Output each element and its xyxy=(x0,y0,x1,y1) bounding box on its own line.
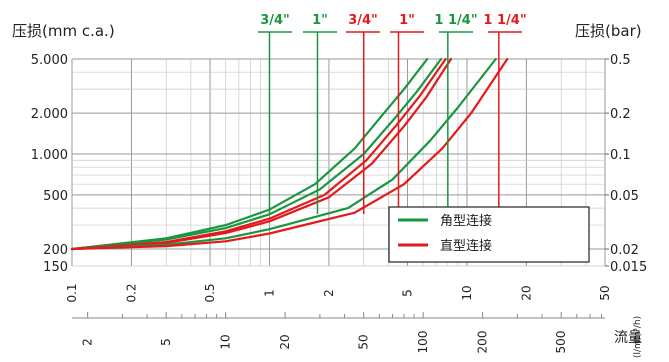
x-tick-label-m3h: 10 xyxy=(460,285,474,300)
y-tick-label-left: 200 xyxy=(43,243,68,258)
x-tick-label-lm: 20 xyxy=(278,334,292,349)
size-label: 1 1/4" xyxy=(434,13,477,28)
size-label: 3/4" xyxy=(260,13,290,28)
y-tick-label-right: 0.1 xyxy=(610,148,631,163)
x-tick-label-m3h: 0.5 xyxy=(203,283,217,302)
series-line-green xyxy=(70,57,497,251)
x-tick-label-lm: 2 xyxy=(81,338,95,346)
x-axis-label: 流量 xyxy=(614,330,642,346)
x-tick-label-m3h: 20 xyxy=(519,285,533,300)
size-label: 1 1/4" xyxy=(483,13,526,28)
x-tick-label-lm: 10 xyxy=(219,334,233,349)
x-tick-label-m3h: 2 xyxy=(322,289,336,297)
legend: 角型连接 直型连接 xyxy=(388,206,590,263)
size-label: 3/4" xyxy=(348,13,378,28)
legend-box xyxy=(388,206,590,263)
y-tick-label-left: 2.000 xyxy=(31,107,68,122)
x-tick-label-lm: 200 xyxy=(476,331,490,354)
y-tick-label-right: 0.02 xyxy=(610,243,639,258)
size-label: 1" xyxy=(399,13,415,28)
x-tick-label-m3h: 50 xyxy=(598,285,612,300)
series-line-red xyxy=(70,57,447,251)
x-tick-label-m3h: 5 xyxy=(401,289,415,297)
x-tick-label-lm: 5 xyxy=(159,338,173,346)
x-tick-label-m3h: 0.1 xyxy=(65,283,79,302)
series-line-green xyxy=(70,57,443,251)
size-labels: 3/4" 1" 3/4" 1" 1 1/4" 1 1/4" xyxy=(258,13,527,214)
legend-label-green: 角型连接 xyxy=(440,213,492,229)
y-axis-label-left: 压损(mm c.a.) xyxy=(12,22,115,40)
y-tick-label-left: 5.000 xyxy=(31,53,68,68)
y-tick-label-left: 1.000 xyxy=(31,148,68,163)
series-line-red xyxy=(70,57,453,251)
x-axis-units-top: (m³/h) xyxy=(633,316,643,344)
x-tick-label-lm: 100 xyxy=(416,331,430,354)
size-label: 1" xyxy=(312,13,328,28)
x-axes: 0.1 0.2 0.5 1 2 5 10 20 50 2 5 10 20 50 100 200 500 xyxy=(65,283,612,353)
y-axis-label-right: 压损(bar) xyxy=(575,22,642,40)
series-lines xyxy=(70,57,509,251)
y-tick-label-right: 0.05 xyxy=(610,189,639,204)
y-tick-label-right: 0.5 xyxy=(610,53,631,68)
x-tick-label-lm: 500 xyxy=(554,331,568,354)
y-tick-label-right: 0.2 xyxy=(610,107,631,122)
y-tick-label-left: 150 xyxy=(43,260,68,275)
y-axis-ticks: 5.000 2.000 1.000 500 200 150 0.5 0.2 0.1 0.05 0.0… xyxy=(31,53,647,275)
legend-label-red: 直型连接 xyxy=(440,238,492,254)
y-tick-label-left: 500 xyxy=(43,189,68,204)
series-line-green xyxy=(70,57,429,251)
x-tick-label-m3h: 0.2 xyxy=(124,283,138,302)
x-axis-units-bottom: (l/m) xyxy=(633,337,643,358)
y-tick-label-right: 0.015 xyxy=(610,260,647,275)
series-line-red xyxy=(70,57,509,251)
x-tick-label-lm: 50 xyxy=(357,334,371,349)
x-tick-label-m3h: 1 xyxy=(262,289,276,297)
